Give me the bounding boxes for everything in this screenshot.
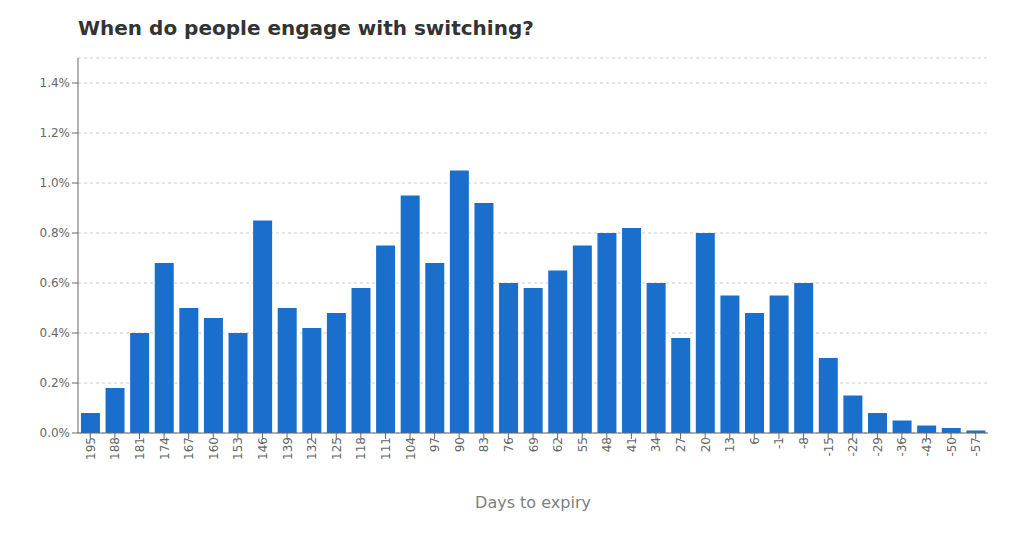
svg-text:146: 146 (256, 437, 270, 460)
svg-text:1.2%: 1.2% (40, 126, 71, 140)
svg-text:-57: -57 (969, 437, 983, 457)
svg-text:-50: -50 (945, 437, 959, 457)
svg-text:13: 13 (723, 437, 737, 452)
svg-text:0.4%: 0.4% (40, 326, 71, 340)
svg-text:160: 160 (207, 437, 221, 460)
svg-text:-1: -1 (772, 437, 786, 449)
html-text:When do people engage with swi: When do people engage with switching? (78, 16, 534, 40)
svg-text:-22: -22 (846, 437, 860, 457)
svg-text:125: 125 (330, 437, 344, 460)
svg-text:0.6%: 0.6% (40, 276, 71, 290)
svg-text:0.8%: 0.8% (40, 226, 71, 240)
svg-text:55: 55 (576, 437, 590, 452)
svg-text:Days to expiry: Days to expiry (475, 493, 591, 512)
svg-text:48: 48 (600, 437, 614, 452)
svg-text:-29: -29 (871, 437, 885, 457)
svg-text:62: 62 (551, 437, 565, 452)
svg-text:41: 41 (625, 437, 639, 452)
svg-text:20: 20 (699, 437, 713, 452)
svg-text:1.0%: 1.0% (40, 176, 71, 190)
svg-text:118: 118 (354, 437, 368, 460)
svg-text:132: 132 (305, 437, 319, 460)
svg-text:90: 90 (453, 437, 467, 452)
svg-text:153: 153 (231, 437, 245, 460)
svg-text:-8: -8 (797, 437, 811, 449)
svg-text:0.2%: 0.2% (40, 376, 71, 390)
svg-text:167: 167 (182, 437, 196, 460)
svg-text:104: 104 (404, 437, 418, 460)
svg-text:181: 181 (133, 437, 147, 460)
svg-text:34: 34 (649, 437, 663, 452)
svg-text:-36: -36 (895, 437, 909, 457)
svg-text:0.0%: 0.0% (40, 426, 71, 440)
svg-text:174: 174 (158, 437, 172, 460)
svg-text:69: 69 (527, 437, 541, 452)
svg-text:188: 188 (108, 437, 122, 460)
svg-text:97: 97 (428, 437, 442, 452)
svg-text:-43: -43 (920, 437, 934, 457)
svg-text:6: 6 (748, 437, 762, 445)
svg-text:27: 27 (674, 437, 688, 452)
svg-text:195: 195 (84, 437, 98, 460)
svg-text:76: 76 (502, 437, 516, 452)
svg-text:111: 111 (379, 437, 393, 460)
svg-text:-15: -15 (822, 437, 836, 457)
svg-text:139: 139 (281, 437, 295, 460)
svg-text:1.4%: 1.4% (40, 76, 71, 90)
svg-text:83: 83 (477, 437, 491, 452)
